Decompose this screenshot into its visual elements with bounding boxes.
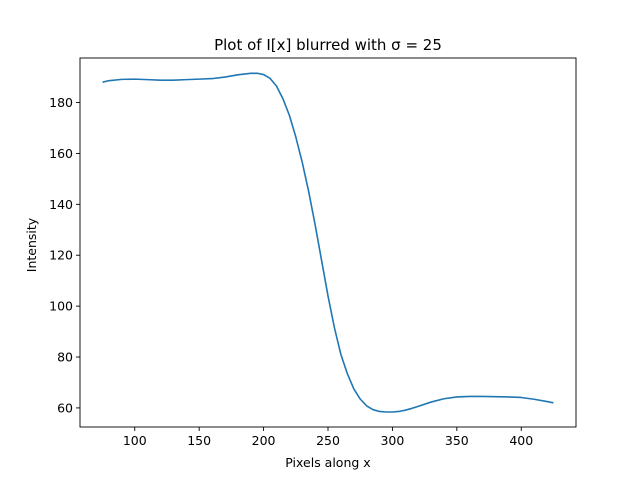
x-tick-label-400: 400	[509, 433, 533, 448]
x-axis-label: Pixels along x	[285, 455, 370, 470]
chart-title: Plot of I[x] blurred with σ = 25	[214, 36, 442, 54]
y-tick-label-100: 100	[49, 299, 73, 314]
plot-layer: 100 150 200 250 300 350 400 60 80 100 120 140 160 180	[49, 57, 577, 448]
x-tick-label-250: 250	[316, 433, 340, 448]
x-tick-label-300: 300	[380, 433, 404, 448]
y-tick-label-180: 180	[49, 95, 73, 110]
y-tick-label-120: 120	[49, 248, 73, 263]
x-tick-label-150: 150	[187, 433, 211, 448]
y-tick-label-140: 140	[49, 197, 73, 212]
y-tick-label-80: 80	[57, 350, 73, 365]
series-line-0	[102, 72, 554, 413]
x-tick-label-200: 200	[252, 433, 276, 448]
y-axis-label: Intensity	[24, 217, 39, 272]
y-tick-label-60: 60	[57, 400, 73, 415]
x-tick-label-100: 100	[123, 433, 147, 448]
y-tick-label-160: 160	[49, 146, 73, 161]
x-tick-label-350: 350	[445, 433, 469, 448]
